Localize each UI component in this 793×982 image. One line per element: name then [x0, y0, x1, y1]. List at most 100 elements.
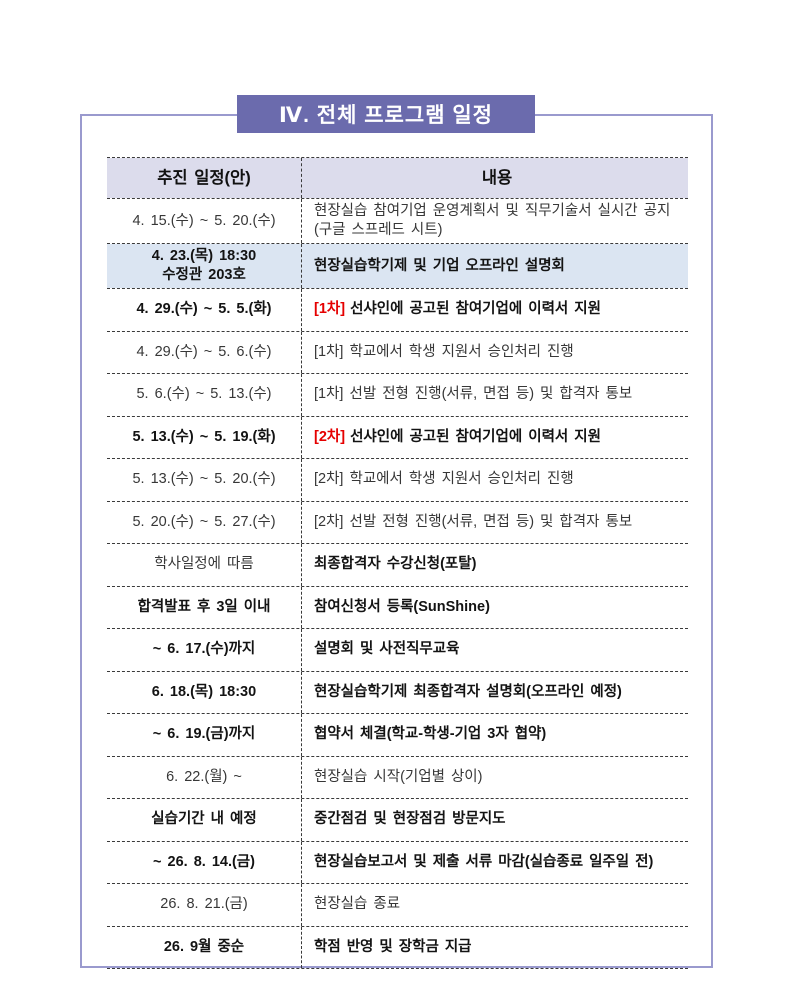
date-text: 4. 29.(수) ~ 5. 5.(화) [136, 301, 272, 318]
table-row: 4. 23.(목) 18:30 수정관 203호 현장실습학기제 및 기업 오프라… [107, 243, 688, 288]
content-text: 현장실습 참여기업 운영계획서 및 직무기술서 실시간 공지 [314, 203, 671, 219]
date-cell: ~ 6. 19.(금)까지 [107, 714, 302, 756]
table-row: 5. 6.(수) ~ 5. 13.(수) [1차] 선발 전형 진행(서류, 면… [107, 373, 688, 416]
content-text: (구글 스프레드 시트) [314, 222, 443, 238]
content-text: [2차] 학교에서 학생 지원서 승인처리 진행 [314, 471, 574, 488]
date-cell: 5. 20.(수) ~ 5. 27.(수) [107, 501, 302, 543]
table-row: ~ 26. 8. 14.(금) 현장실습보고서 및 제출 서류 마감(실습종료 … [107, 840, 688, 884]
date-cell: 5. 13.(수) ~ 5. 20.(수) [107, 459, 302, 501]
content-text: 최종합격자 수강신청(포탈) [314, 556, 477, 573]
date-cell: 5. 6.(수) ~ 5. 13.(수) [107, 374, 302, 416]
content-text: [1차] 학교에서 학생 지원서 승인처리 진행 [314, 343, 574, 360]
content-cell: 협약서 체결(학교-학생-기업 3자 협약) [302, 714, 688, 756]
content-cell: 최종합격자 수강신청(포탈) [302, 544, 688, 586]
date-text: 5. 6.(수) ~ 5. 13.(수) [136, 386, 272, 403]
table-row: 학사일정에 따름 최종합격자 수강신청(포탈) [107, 543, 688, 586]
date-text: ~ 6. 17.(수)까지 [152, 641, 256, 658]
date-text: 실습기간 내 예정 [151, 811, 257, 828]
content-text: 학점 반영 및 장학금 지급 [314, 938, 472, 955]
date-text: 5. 13.(수) ~ 5. 20.(수) [132, 471, 276, 488]
content-cell: 참여신청서 등록(SunShine) [302, 587, 688, 629]
table-row: 4. 29.(수) ~ 5. 5.(화) [1차] 선샤인에 공고된 참여기업에 … [107, 288, 688, 331]
table-row: 26. 9월 중순 학점 반영 및 장학금 지급 [107, 925, 688, 969]
date-cell: 4. 23.(목) 18:30 수정관 203호 [107, 244, 302, 288]
page-title: Ⅳ. 전체 프로그램 일정 [279, 104, 493, 127]
content-text: 설명회 및 사전직무교육 [314, 641, 460, 658]
date-cell: 6. 22.(월) ~ [107, 756, 302, 798]
content-cell: 학점 반영 및 장학금 지급 [302, 927, 688, 969]
content-cell: 현장실습 종료 [302, 884, 688, 926]
date-cell: ~ 6. 17.(수)까지 [107, 629, 302, 671]
date-text: 6. 22.(월) ~ [166, 768, 242, 785]
content-cell: [2차] 선발 전형 진행(서류, 면접 등) 및 합격자 통보 [302, 502, 688, 544]
content-text: 중간점검 및 현장점검 방문지도 [314, 811, 506, 828]
header-schedule-column: 추진 일정(안) [107, 158, 302, 198]
content-cell: [1차] 선샤인에 공고된 참여기업에 이력서 지원 [302, 289, 688, 331]
date-cell: ~ 26. 8. 14.(금) [107, 841, 302, 883]
date-cell: 4. 29.(수) ~ 5. 5.(화) [107, 289, 302, 331]
date-text: 4. 23.(목) 18:30 [151, 248, 257, 264]
content-cell: [1차] 학교에서 학생 지원서 승인처리 진행 [302, 332, 688, 374]
table-row: 4. 29.(수) ~ 5. 6.(수) [1차] 학교에서 학생 지원서 승인… [107, 330, 688, 374]
content-cell: 현장실습 참여기업 운영계획서 및 직무기술서 실시간 공지 (구글 스프레드 시… [302, 199, 688, 243]
table-row: 5. 13.(수) ~ 5. 20.(수) [2차] 학교에서 학생 지원서 승… [107, 458, 688, 501]
content-text: 현장실습학기제 최종합격자 설명회(오프라인 예정) [314, 683, 622, 700]
content-text: 현장실습 시작(기업별 상이) [314, 768, 483, 785]
schedule-table: 추진 일정(안) 내용 4. 15.(수) ~ 5. 20.(수) 현장실습 참… [107, 157, 688, 969]
date-text: 수정관 203호 [162, 267, 246, 283]
table-row: ~ 6. 19.(금)까지 협약서 체결(학교-학생-기업 3자 협약) [107, 713, 688, 756]
section-title-banner: Ⅳ. 전체 프로그램 일정 [237, 95, 535, 133]
phase-tag: [2차] [314, 428, 346, 445]
date-cell: 실습기간 내 예정 [107, 799, 302, 841]
table-header-row: 추진 일정(안) 내용 [107, 157, 688, 198]
header-content-column: 내용 [302, 158, 688, 198]
date-text: 5. 20.(수) ~ 5. 27.(수) [132, 513, 276, 530]
table-row: 실습기간 내 예정 중간점검 및 현장점검 방문지도 [107, 798, 688, 841]
date-cell: 학사일정에 따름 [107, 544, 302, 586]
date-text: 4. 29.(수) ~ 5. 6.(수) [136, 343, 272, 360]
table-row: 합격발표 후 3일 이내 참여신청서 등록(SunShine) [107, 585, 688, 629]
date-cell: 6. 18.(목) 18:30 [107, 671, 302, 713]
content-text: 현장실습학기제 및 기업 오프라인 설명회 [314, 257, 565, 274]
date-cell: 5. 13.(수) ~ 5. 19.(화) [107, 416, 302, 458]
content-cell: [1차] 선발 전형 진행(서류, 면접 등) 및 합격자 통보 [302, 374, 688, 416]
table-row: 5. 20.(수) ~ 5. 27.(수) [2차] 선발 전형 진행(서류, … [107, 500, 688, 544]
date-text: 합격발표 후 3일 이내 [137, 598, 271, 615]
content-text: [2차] 선샤인에 공고된 참여기업에 이력서 지원 [314, 428, 601, 445]
content-cell: [2차] 학교에서 학생 지원서 승인처리 진행 [302, 459, 688, 501]
date-cell: 4. 15.(수) ~ 5. 20.(수) [107, 199, 302, 243]
content-text: 참여신청서 등록(SunShine) [314, 598, 490, 615]
content-cell: 현장실습학기제 및 기업 오프라인 설명회 [302, 244, 688, 288]
content-text: 현장실습보고서 및 제출 서류 마감(실습종료 일주일 전) [314, 853, 654, 870]
content-cell: 현장실습학기제 최종합격자 설명회(오프라인 예정) [302, 672, 688, 714]
date-text: ~ 26. 8. 14.(금) [153, 853, 255, 870]
date-cell: 26. 9월 중순 [107, 926, 302, 968]
content-cell: 현장실습보고서 및 제출 서류 마감(실습종료 일주일 전) [302, 842, 688, 884]
content-text: [2차] 선발 전형 진행(서류, 면접 등) 및 합격자 통보 [314, 513, 633, 530]
table-row: 5. 13.(수) ~ 5. 19.(화) [2차] 선샤인에 공고된 참여기업에… [107, 415, 688, 459]
date-cell: 26. 8. 21.(금) [107, 884, 302, 926]
date-text: 6. 18.(목) 18:30 [151, 683, 257, 700]
content-cell: 현장실습 시작(기업별 상이) [302, 757, 688, 799]
phase-tag: [1차] [314, 301, 346, 318]
date-text: 4. 15.(수) ~ 5. 20.(수) [132, 212, 276, 229]
content-text: 협약서 체결(학교-학생-기업 3자 협약) [314, 726, 547, 743]
date-text: 26. 8. 21.(금) [160, 896, 248, 913]
date-text: 26. 9월 중순 [163, 938, 245, 955]
content-text: [1차] 선샤인에 공고된 참여기업에 이력서 지원 [314, 301, 601, 318]
date-text: ~ 6. 19.(금)까지 [152, 726, 256, 743]
table-row: 6. 22.(월) ~ 현장실습 시작(기업별 상이) [107, 755, 688, 799]
table-row: 4. 15.(수) ~ 5. 20.(수) 현장실습 참여기업 운영계획서 및 … [107, 198, 688, 243]
content-text: 현장실습 종료 [314, 896, 401, 913]
table-row: ~ 6. 17.(수)까지 설명회 및 사전직무교육 [107, 628, 688, 671]
content-cell: [2차] 선샤인에 공고된 참여기업에 이력서 지원 [302, 417, 688, 459]
date-cell: 4. 29.(수) ~ 5. 6.(수) [107, 331, 302, 373]
content-cell: 중간점검 및 현장점검 방문지도 [302, 799, 688, 841]
date-cell: 합격발표 후 3일 이내 [107, 586, 302, 628]
content-text: [1차] 선발 전형 진행(서류, 면접 등) 및 합격자 통보 [314, 386, 633, 403]
table-row: 26. 8. 21.(금) 현장실습 종료 [107, 883, 688, 926]
table-row: 6. 18.(목) 18:30 현장실습학기제 최종합격자 설명회(오프라인 예… [107, 670, 688, 714]
content-cell: 설명회 및 사전직무교육 [302, 629, 688, 671]
date-text: 학사일정에 따름 [154, 556, 254, 573]
